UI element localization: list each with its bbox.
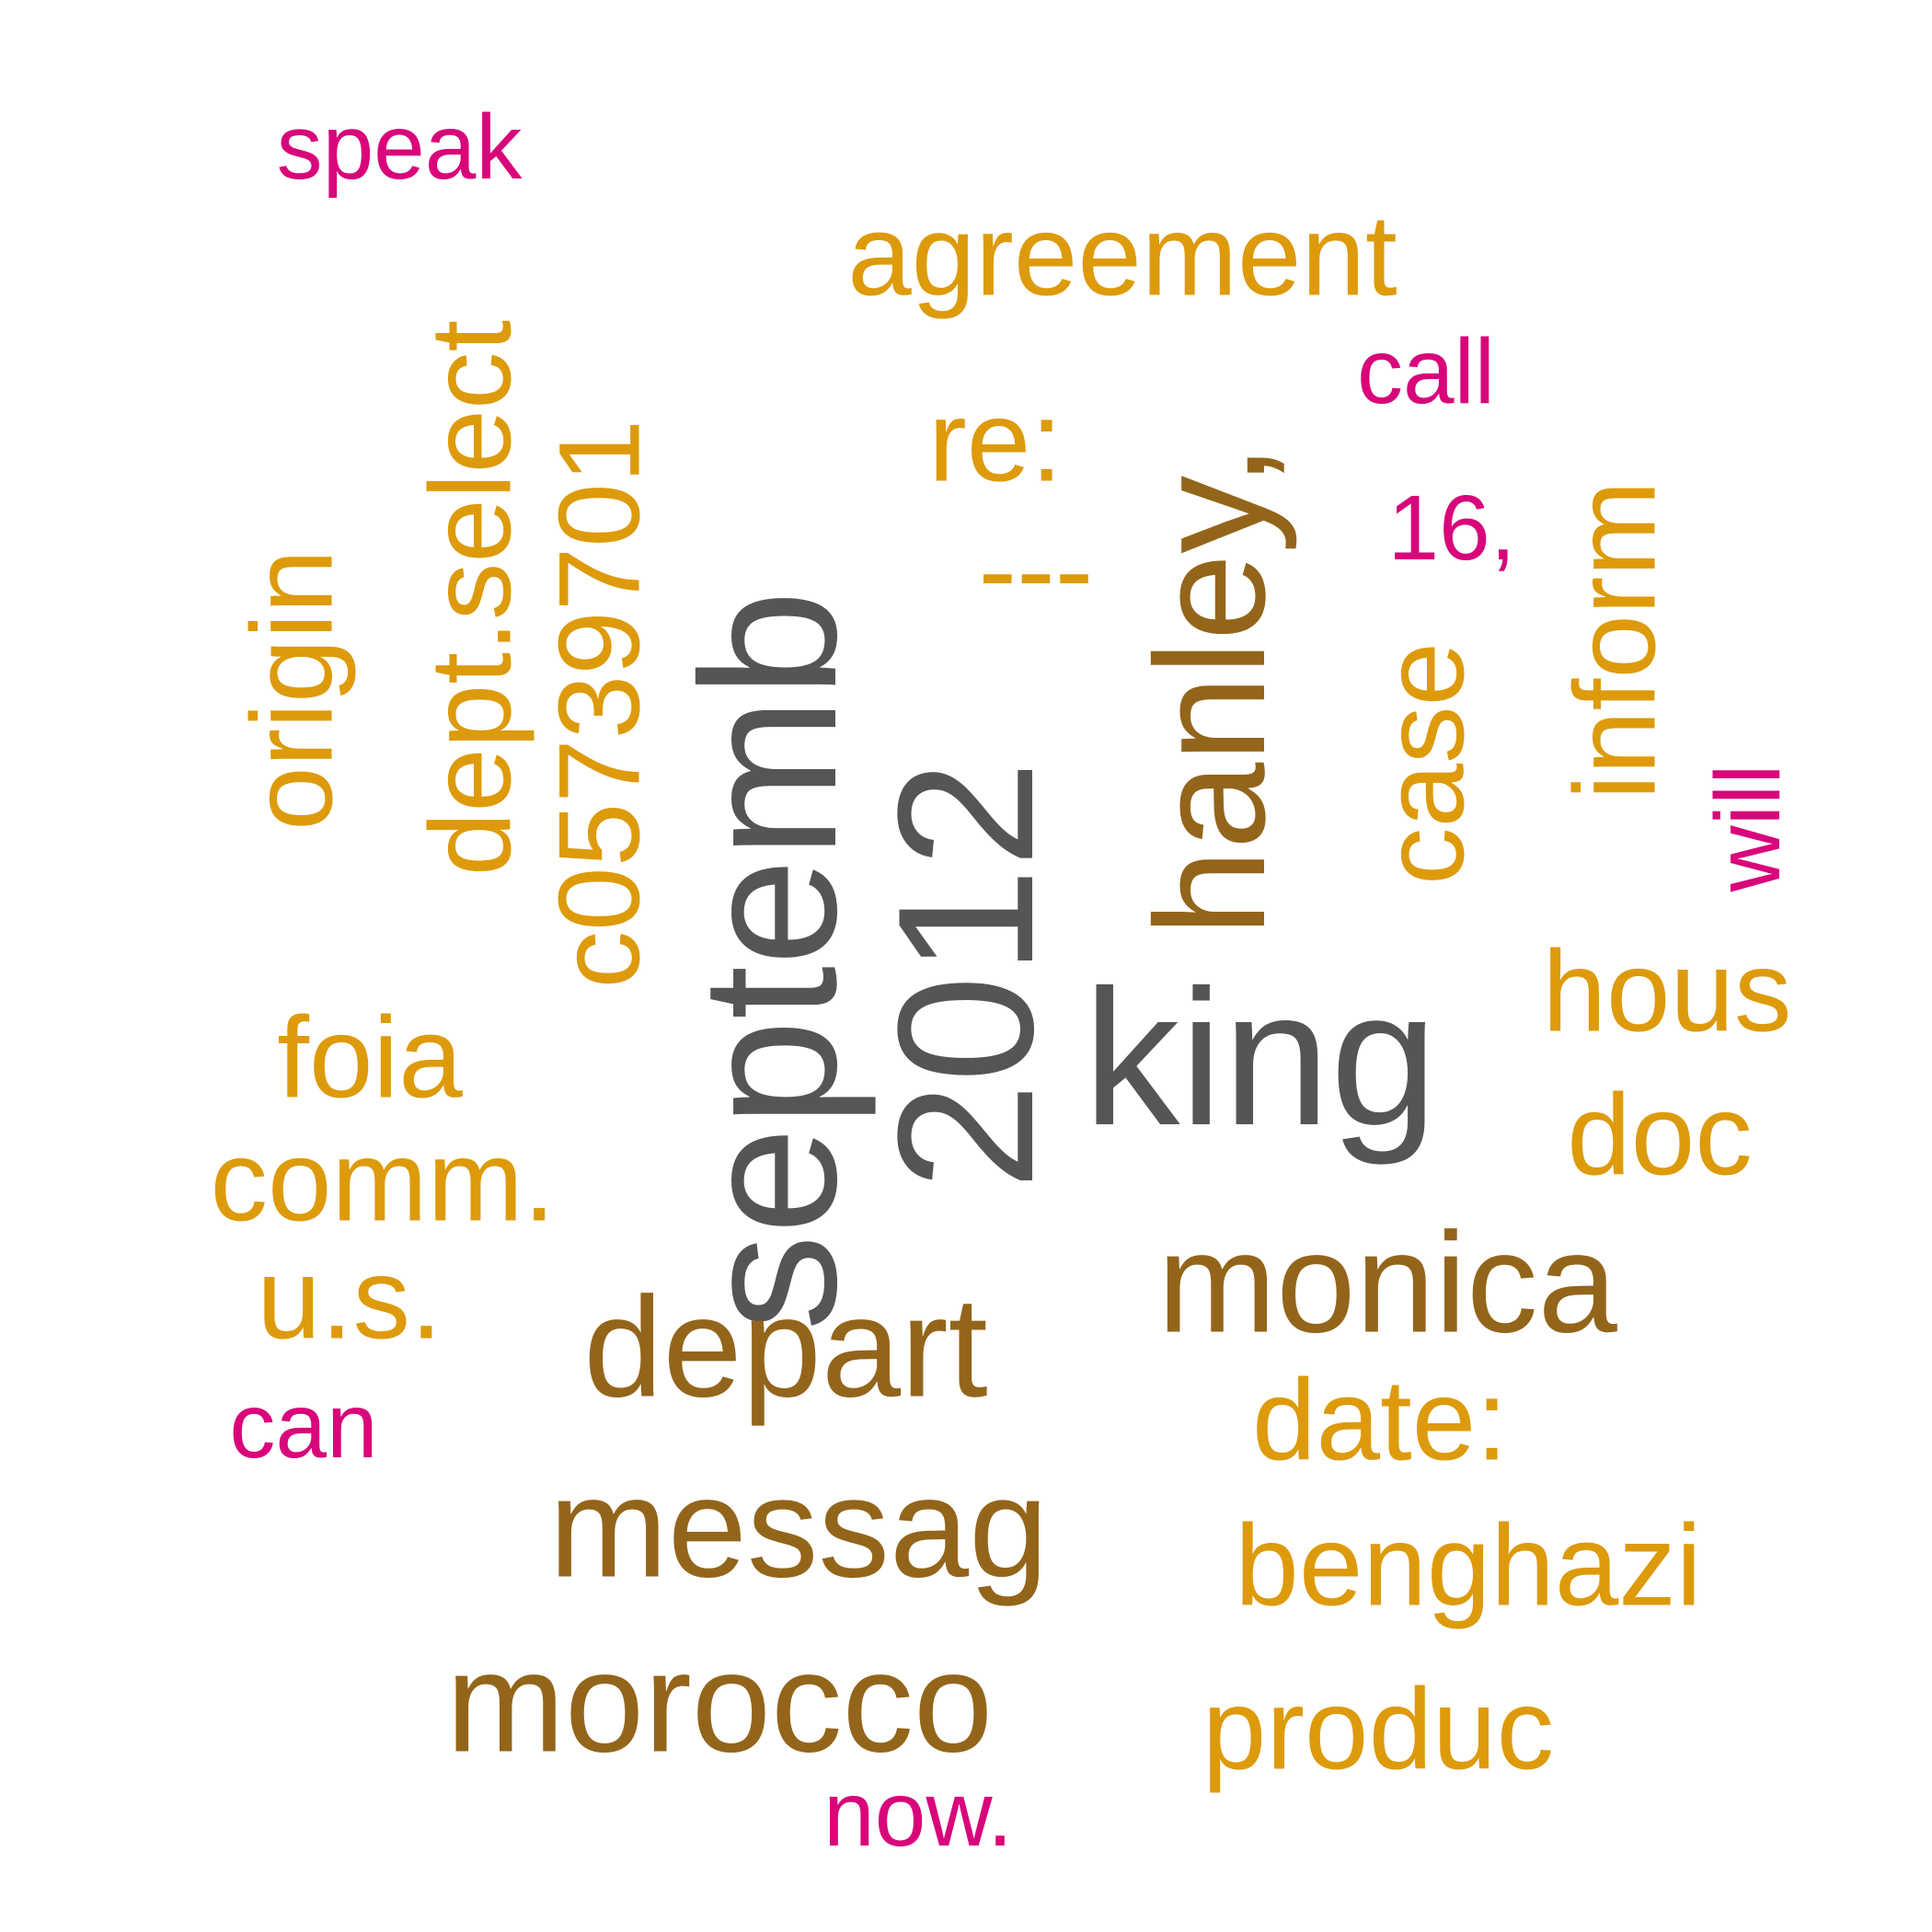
word-messag: messag [548,1447,1049,1607]
word-c05739701: c05739701 [535,419,664,989]
word-case: case [1360,641,1489,886]
word-us: u.s. [257,1235,443,1363]
word-monica: monica [1157,1202,1617,1363]
word-2012: 2012 [857,760,1074,1190]
word-king: king [1083,949,1438,1166]
word-comm: comm. [210,1117,556,1246]
word-can: can [229,1374,378,1478]
word-produc: produc [1202,1665,1555,1794]
word-septemb: septemb [661,590,877,1331]
word-benghazi: benghazi [1235,1501,1702,1630]
word-now: now. [823,1763,1013,1866]
word-hous: hous [1542,927,1792,1056]
word-16: 16, [1387,477,1516,580]
word-speak: speak [276,96,523,199]
word-doc: doc [1567,1071,1753,1200]
word-morocco: morocco [445,1622,994,1782]
word-agreement: agreement [847,191,1397,320]
word-origin: origin [228,549,357,831]
word-foia: foia [277,994,463,1122]
word-dashes: --- [978,506,1094,635]
word-hanley: hanley, [1123,443,1298,937]
word-inform: inform [1551,480,1680,800]
word-will: will [1696,764,1800,892]
word-call: call [1356,320,1496,423]
word-re: re: [928,377,1063,506]
word-date: date: [1251,1356,1509,1485]
word-depart: depart [583,1267,988,1427]
word-dept-select: dept.select [407,319,535,877]
